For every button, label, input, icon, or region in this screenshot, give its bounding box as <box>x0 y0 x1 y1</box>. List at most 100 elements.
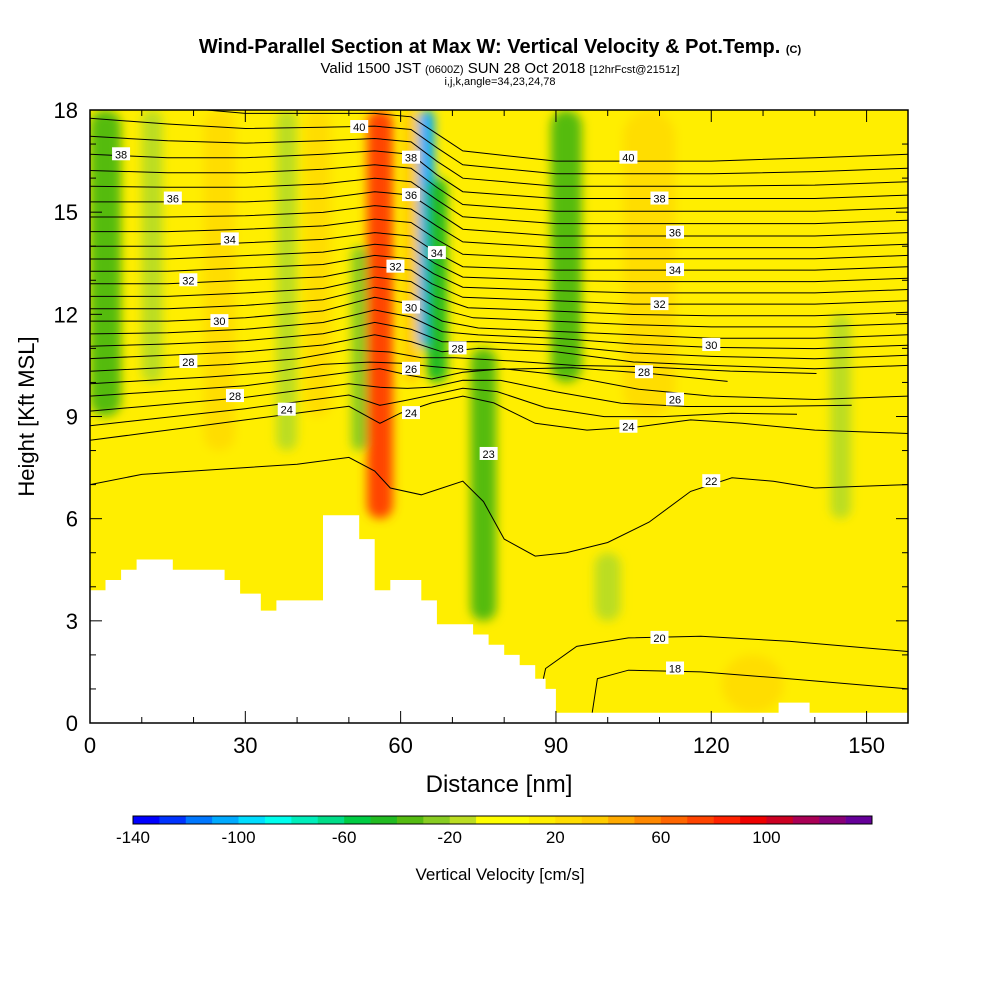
colorbar-swatch <box>581 816 609 824</box>
contour-label: 34 <box>431 248 443 260</box>
forecast-info: [12hrFcst@2151z] <box>589 64 680 76</box>
contour-label-box <box>401 150 420 164</box>
colorbar-tick-label: 20 <box>546 828 565 847</box>
contour-label: 32 <box>389 262 401 274</box>
contour-label: 26 <box>405 364 417 376</box>
y-tick-label: 3 <box>66 609 78 634</box>
colorbar-swatch <box>660 816 688 824</box>
colorbar-swatch <box>476 816 503 824</box>
contour-label: 24 <box>281 405 293 417</box>
contour-label-box <box>112 147 131 161</box>
contour-label: 36 <box>167 194 179 206</box>
contour-label-box <box>179 273 198 287</box>
isentrope-line <box>539 635 908 693</box>
contour-label-box <box>220 232 239 246</box>
velocity-plume <box>830 314 852 519</box>
contour-label: 30 <box>213 316 225 328</box>
colorbar-swatch <box>344 816 371 824</box>
contour-label-box <box>479 446 498 460</box>
contour-label-box <box>619 419 638 433</box>
velocity-plume <box>845 518 888 706</box>
colorbar-swatch <box>317 816 345 824</box>
velocity-plume <box>721 654 784 713</box>
velocity-plume <box>351 246 367 451</box>
contour-label: 24 <box>622 422 634 434</box>
velocity-plume <box>403 110 419 383</box>
copyright-mark: (C) <box>785 44 802 56</box>
contour-label-box <box>179 355 198 369</box>
colorbar-tick-label: -60 <box>332 828 357 847</box>
isentrope-line <box>90 286 908 328</box>
contour-label: 28 <box>451 343 463 355</box>
contour-label: 24 <box>405 408 417 420</box>
y-tick-label: 0 <box>66 711 78 736</box>
colorbar-swatch <box>819 816 846 824</box>
colorbar-swatch <box>634 816 662 824</box>
y-tick-label: 6 <box>66 507 78 532</box>
colorbar-swatch <box>792 816 820 824</box>
colorbar-tick-label: -140 <box>116 828 150 847</box>
colorbar-tick-label: 60 <box>651 828 670 847</box>
contour-label: 28 <box>182 357 194 369</box>
contour-label-box <box>634 365 653 379</box>
isentrope-line <box>90 164 908 212</box>
x-tick-label: 150 <box>848 733 885 758</box>
contour-label-box <box>401 188 420 202</box>
y-tick-label: 18 <box>54 98 78 123</box>
contour-label-box <box>619 150 638 164</box>
velocity-plume <box>366 110 393 519</box>
x-tick-label: 0 <box>84 733 96 758</box>
colorbar: -140 -100 -60 -20 20 60 100 Vertical Velocity [… <box>116 815 873 884</box>
colorbar-swatch <box>740 816 767 824</box>
contour-label-box <box>666 661 685 675</box>
contour-label-box <box>702 337 721 351</box>
contour-label: 30 <box>405 303 417 315</box>
contour-label: 23 <box>483 449 495 461</box>
contour-label: 38 <box>653 194 665 206</box>
colorbar-swatch <box>528 816 556 824</box>
contour-label: 36 <box>669 228 681 240</box>
isentrope-line <box>90 387 798 427</box>
isentrope-line <box>90 254 908 294</box>
contour-label-box <box>448 341 467 355</box>
isentrope-line <box>90 177 908 225</box>
isentrope-line <box>90 117 908 175</box>
colorbar-swatch <box>238 816 266 824</box>
isentrope-line <box>90 135 908 187</box>
colorbar-swatch <box>687 816 714 824</box>
isentrope-line <box>90 218 908 260</box>
contour-label: 36 <box>405 190 417 202</box>
colorbar-swatch <box>159 816 187 824</box>
valid-date: SUN 28 Oct 2018 <box>467 60 586 77</box>
colorbar-swatch <box>133 816 160 824</box>
contour-label-box <box>666 263 685 277</box>
isentrope-line <box>90 266 908 305</box>
x-axis-label: Distance [nm] <box>426 771 573 798</box>
contour-label-box <box>163 191 182 205</box>
colorbar-swatch <box>845 816 873 824</box>
colorbar-swatch <box>766 816 794 824</box>
contour-label-box <box>386 259 405 273</box>
y-tick-label: 12 <box>54 302 78 327</box>
velocity-plume <box>470 348 497 621</box>
isentrope-line <box>90 276 908 317</box>
contour-label: 40 <box>622 153 634 165</box>
terrain <box>90 515 908 723</box>
contour-label: 28 <box>638 367 650 379</box>
colorbar-frame <box>132 815 873 825</box>
colorbar-swatch <box>185 816 213 824</box>
valid-time-utc: (0600Z) <box>425 64 464 76</box>
isentrope-line <box>90 361 728 385</box>
chart-title: Wind-Parallel Section at Max W: Vertical… <box>0 36 1000 59</box>
isentrope-line <box>90 191 908 237</box>
contour-label-box <box>427 246 446 260</box>
y-tick-label: 15 <box>54 200 78 225</box>
velocity-plume <box>304 110 331 417</box>
y-axis-label: Height [Kft MSL] <box>14 336 39 496</box>
contour-label-box <box>401 300 420 314</box>
contour-label-box <box>225 389 244 403</box>
y-tick-label: 9 <box>66 405 78 430</box>
colorbar-swatch <box>370 816 398 824</box>
